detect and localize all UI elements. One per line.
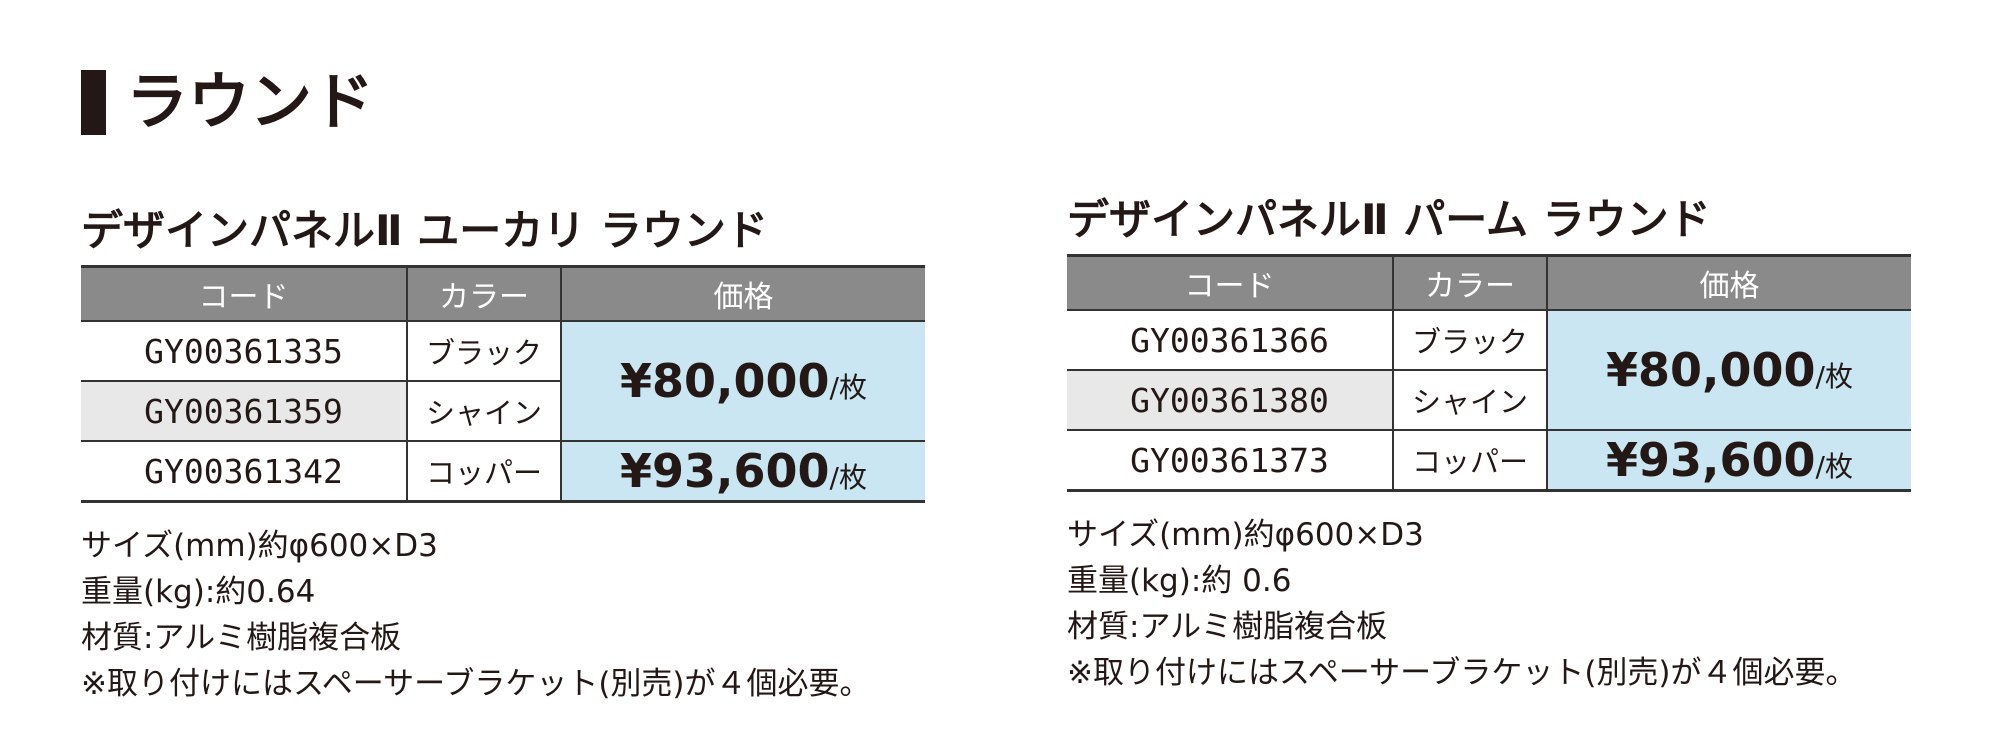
header-cell: コード [1067,254,1393,310]
note: 材質:アルミ樹脂複合板 [81,620,402,656]
note: 重量(kg):約0.64 [81,574,316,610]
price-unit: /枚 [829,371,867,404]
row: GY00361335 ブラック ¥80,000/枚 [81,320,925,441]
price-cell: ¥93,600/枚 [1546,429,1911,492]
spec-table: コード カラー 価格 GY00361366 ブラック ¥80,000/枚 GY0036138… [1067,254,1911,492]
color-cell: シャイン [406,380,561,441]
code-cell: GY00361342 [81,440,407,503]
price-value: ¥93,600 [620,444,830,498]
code-cell: GY00361359 [81,380,407,441]
price-cell: ¥80,000/枚 [560,320,925,441]
row: GY00361342 コッパー ¥93,600/枚 [81,440,925,503]
color-cell: シャイン [1392,369,1547,430]
code-cell: GY00361380 [1067,369,1393,430]
heading-bar [81,70,106,135]
row: GY00361380 シャイン [1067,369,1911,430]
price-unit: /枚 [1815,360,1853,393]
price-value: ¥93,600 [1606,433,1816,487]
note: 材質:アルミ樹脂複合板 [1067,609,1388,645]
price-value: ¥80,000 [620,354,830,408]
price-cell: ¥80,000/枚 [1546,309,1911,430]
note: ※取り付けにはスペーサーブラケット(別売)が４個必要。 [81,666,871,702]
notes: サイズ(mm)約φ600×D3 重量(kg):約0.64 材質:アルミ樹脂複合板 ※取… [81,523,925,707]
header-cell: カラー [406,265,561,321]
code-cell: GY00361335 [81,320,407,381]
product-title: デザインパネルⅡ ユーカリ ラウンド [81,206,768,255]
header-cell: コード [81,265,407,321]
heading: ラウンド [126,65,375,138]
header-row: コード カラー 価格 [1067,254,1911,310]
row: GY00361373 コッパー ¥93,600/枚 [1067,429,1911,492]
product: デザインパネルⅡ パーム ラウンド コード カラー 価格 GY00361366 ブラック ¥… [1067,194,1911,696]
notes: サイズ(mm)約φ600×D3 重量(kg):約 0.6 材質:アルミ樹脂複合板 ※取… [1067,512,1911,696]
spec-table: コード カラー 価格 GY00361335 ブラック ¥80,000/枚 GY0036135… [81,265,925,503]
note: ※取り付けにはスペーサーブラケット(別売)が４個必要。 [1067,655,1857,691]
row: GY00361366 ブラック ¥80,000/枚 [1067,309,1911,430]
product: デザインパネルⅡ ユーカリ ラウンド コード カラー 価格 GY00361335 ブラック… [81,205,925,707]
color-cell: コッパー [406,440,561,503]
price-unit: /枚 [829,461,867,494]
color-cell: ブラック [1392,309,1547,370]
note: サイズ(mm)約φ600×D3 [1067,517,1424,553]
price-cell: ¥93,600/枚 [560,440,925,503]
code-cell: GY00361373 [1067,429,1393,492]
code-cell: GY00361366 [1067,309,1393,370]
header-cell: カラー [1392,254,1547,310]
header-row: コード カラー 価格 [81,265,925,321]
color-cell: コッパー [1392,429,1547,492]
row: GY00361359 シャイン [81,380,925,441]
price-unit: /枚 [1815,450,1853,483]
product-title: デザインパネルⅡ パーム ラウンド [1067,195,1711,244]
header-cell: 価格 [560,265,925,321]
note: 重量(kg):約 0.6 [1067,563,1292,599]
price-value: ¥80,000 [1606,343,1816,397]
header-cell: 価格 [1546,254,1911,310]
color-cell: ブラック [406,320,561,381]
note: サイズ(mm)約φ600×D3 [81,528,438,564]
